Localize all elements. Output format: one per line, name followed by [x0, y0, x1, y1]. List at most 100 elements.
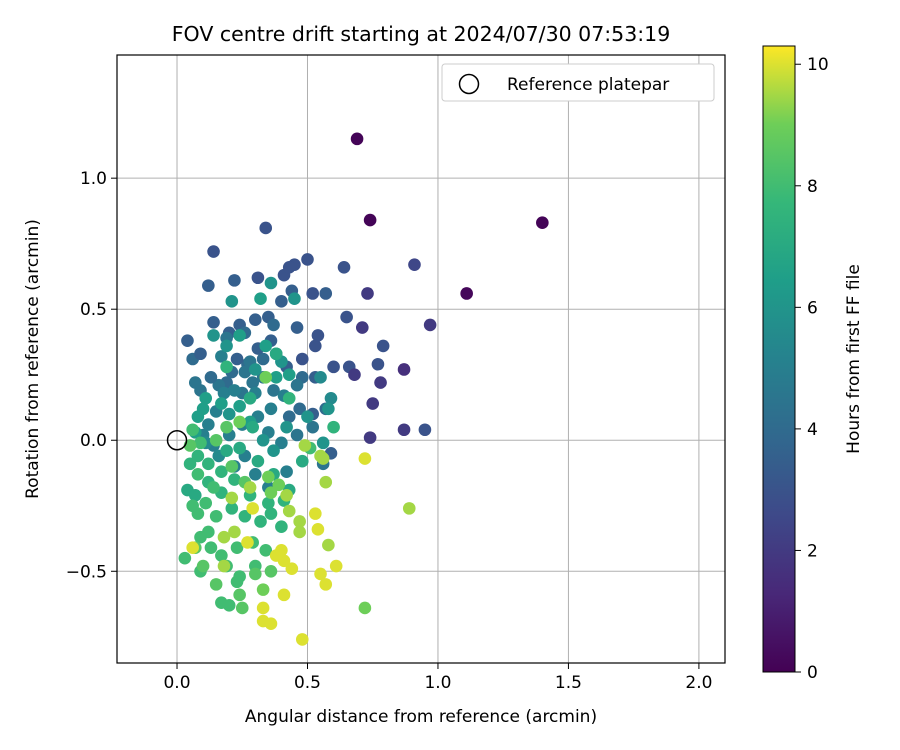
data-point: [215, 350, 228, 363]
data-point: [225, 502, 239, 515]
data-point: [374, 376, 387, 389]
colorbar-tick-label: 0: [807, 663, 818, 683]
data-point: [319, 578, 333, 591]
y-tick-label: 0.5: [80, 300, 107, 320]
data-point: [249, 363, 262, 376]
data-point: [246, 376, 259, 389]
data-point: [207, 245, 220, 258]
data-point: [264, 564, 278, 578]
data-point: [269, 371, 283, 384]
data-point: [199, 496, 213, 510]
data-point: [202, 279, 215, 292]
data-point: [199, 392, 213, 405]
data-point: [267, 444, 280, 458]
data-point: [249, 468, 262, 481]
data-point: [280, 420, 293, 434]
colorbar-tick-label: 2: [807, 541, 818, 561]
colorbar-tick-label: 6: [807, 298, 818, 318]
data-point: [196, 559, 210, 573]
y-axis-label: Rotation from reference (arcmin): [23, 219, 43, 499]
data-point: [225, 491, 239, 505]
data-point: [290, 321, 304, 334]
data-point: [366, 397, 380, 410]
data-point: [233, 329, 246, 342]
data-point: [225, 295, 239, 308]
data-point: [235, 601, 249, 615]
data-point: [183, 457, 197, 471]
data-point: [316, 452, 330, 465]
colorbar-tick-label: 10: [807, 55, 829, 75]
data-point: [259, 221, 273, 235]
x-tick-label: 1.0: [424, 673, 451, 693]
data-point: [194, 530, 207, 544]
data-point: [222, 599, 236, 612]
data-point: [220, 339, 233, 353]
data-point: [264, 276, 278, 290]
data-point: [316, 436, 330, 450]
data-point: [290, 428, 304, 442]
data-point: [350, 132, 364, 146]
data-point: [241, 536, 254, 549]
data-point: [256, 433, 270, 447]
data-point: [355, 321, 369, 334]
data-point: [204, 541, 218, 554]
data-point: [337, 260, 351, 274]
data-point: [408, 258, 421, 271]
data-point: [259, 339, 273, 353]
data-point: [319, 287, 333, 300]
reference-point-marker: [166, 429, 188, 451]
x-tick-label: 0.0: [163, 673, 190, 693]
data-point: [262, 470, 275, 484]
data-point: [233, 399, 246, 413]
data-point: [217, 530, 231, 544]
data-point: [327, 420, 340, 434]
chart-title: FOV centre drift starting at 2024/07/30 …: [172, 22, 671, 46]
data-point: [340, 310, 353, 324]
data-point: [314, 371, 327, 384]
data-point: [275, 544, 288, 557]
data-point: [282, 504, 296, 518]
x-tick-label: 1.5: [555, 673, 582, 693]
data-point: [363, 431, 377, 444]
data-point: [293, 402, 306, 416]
data-point: [204, 371, 218, 384]
data-point: [311, 523, 325, 536]
data-point: [267, 384, 280, 397]
data-point: [282, 410, 296, 423]
data-point: [301, 253, 314, 266]
reference-marker: [166, 429, 188, 451]
data-point: [358, 452, 372, 465]
data-points: [178, 132, 549, 646]
data-point: [196, 402, 210, 416]
data-point: [256, 583, 270, 596]
data-point: [329, 559, 343, 573]
x-tick-label: 2.0: [685, 673, 712, 693]
y-tick-label: 1.0: [80, 169, 107, 189]
data-point: [243, 392, 257, 405]
data-point: [306, 420, 320, 434]
data-point: [209, 509, 223, 523]
data-point: [298, 439, 312, 452]
data-point: [209, 433, 223, 447]
data-point: [288, 292, 301, 306]
data-point: [277, 588, 291, 602]
data-point: [254, 292, 267, 306]
x-axis-ticks: 0.0 0.5 1.0 1.5 2.0: [163, 663, 712, 693]
data-point: [228, 473, 241, 486]
y-tick-label: −0.5: [66, 562, 107, 582]
data-point: [225, 460, 239, 473]
data-point: [259, 371, 273, 384]
data-point: [256, 352, 270, 366]
data-point: [228, 384, 241, 397]
data-point: [322, 402, 335, 416]
data-point: [311, 329, 325, 342]
data-point: [293, 525, 306, 539]
data-point: [209, 578, 223, 591]
data-point: [230, 541, 244, 554]
data-point: [186, 499, 199, 513]
data-point: [194, 347, 207, 361]
data-point: [186, 423, 199, 437]
data-point: [228, 274, 241, 287]
data-point: [267, 318, 280, 332]
